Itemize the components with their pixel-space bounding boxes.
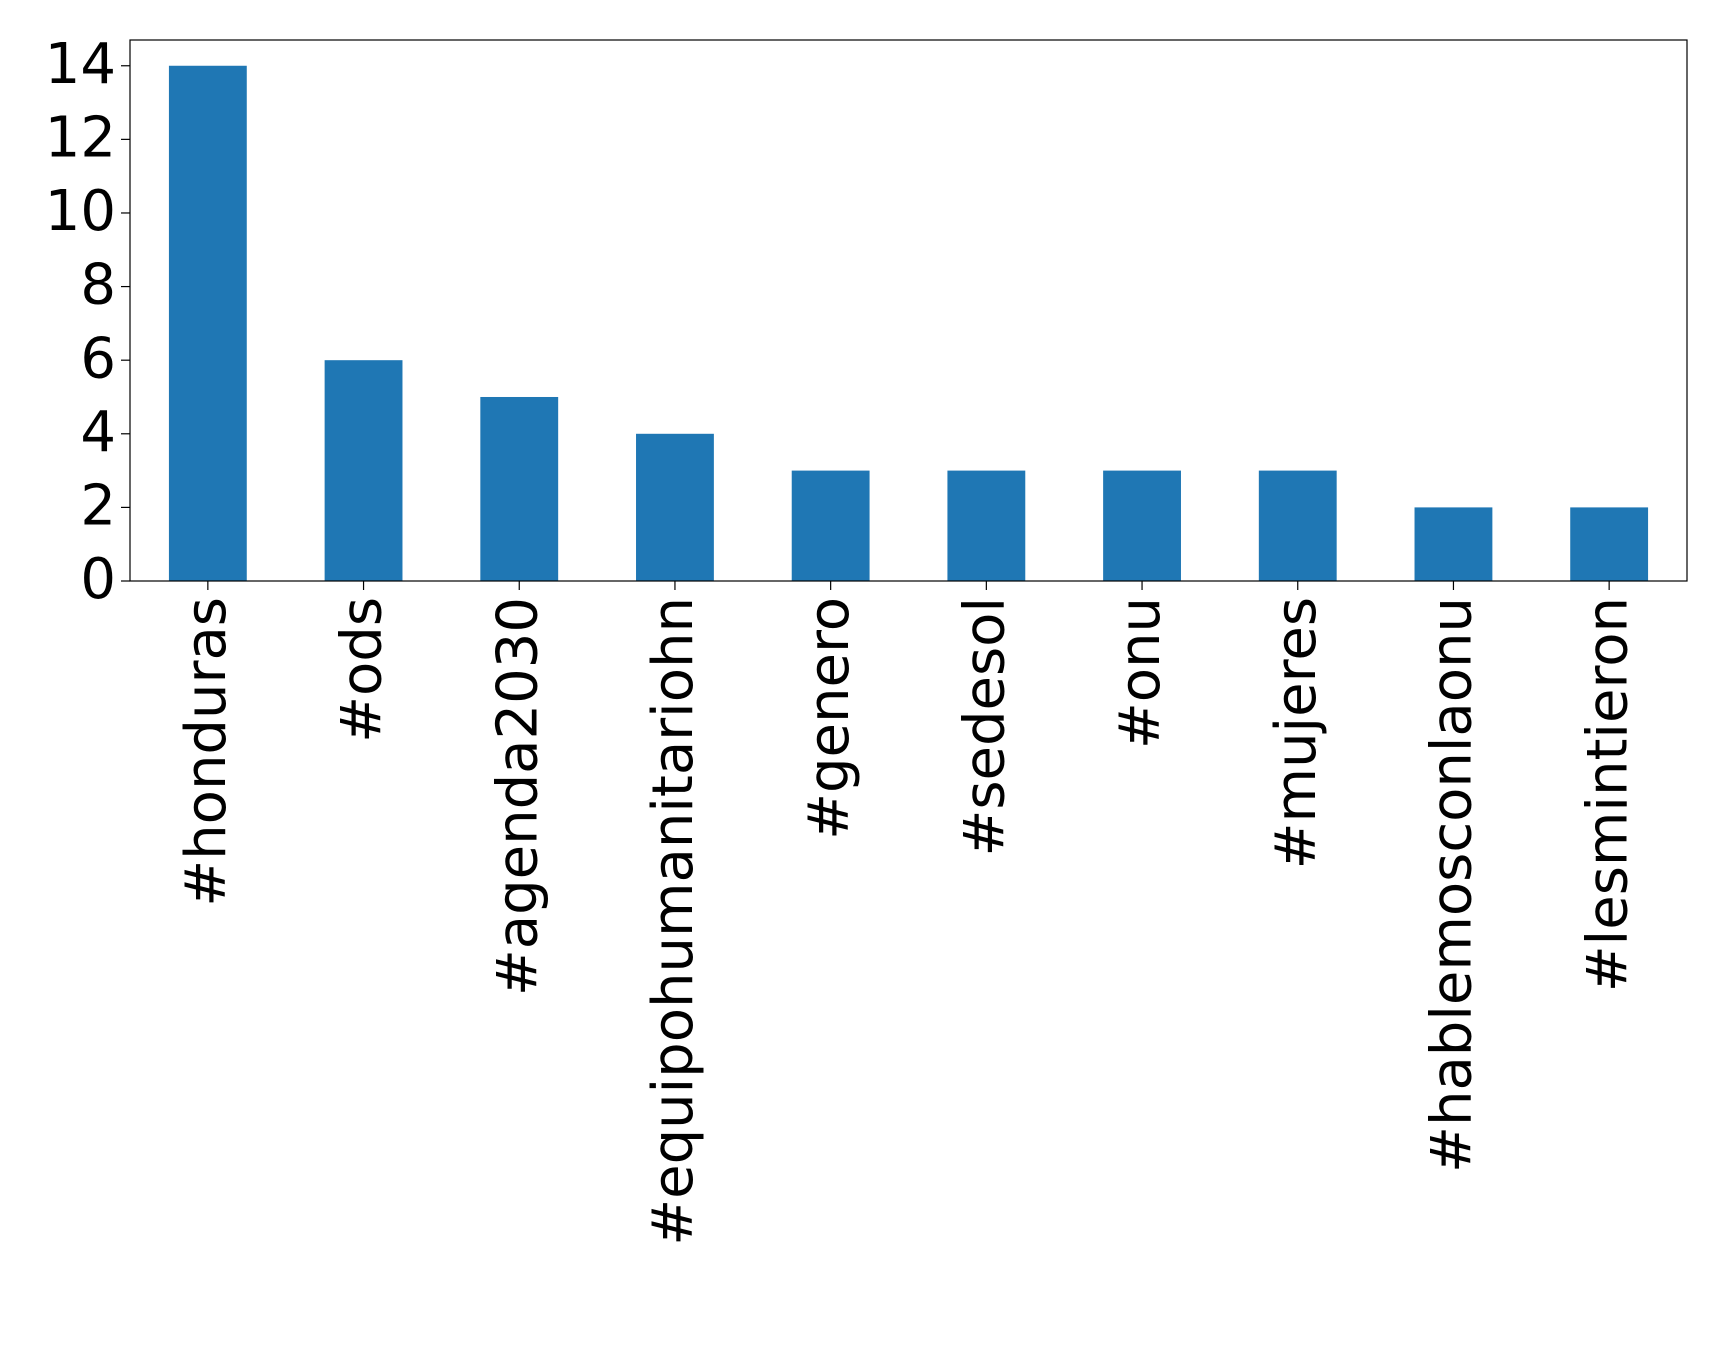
y-tick-label: 6: [80, 326, 116, 391]
bar: [1414, 507, 1493, 581]
bar: [1103, 470, 1181, 581]
x-tick-label: #honduras: [174, 597, 239, 907]
y-tick-label: 0: [80, 547, 116, 612]
x-tick-label: #ods: [330, 597, 395, 743]
bar: [480, 396, 559, 581]
x-tick-label: #onu: [1108, 597, 1173, 749]
x-tick-label: #sedesol: [952, 597, 1017, 857]
x-tick-label: #hablemosconlaonu: [1420, 597, 1485, 1173]
y-tick-label: 4: [80, 400, 116, 465]
bar: [1570, 507, 1649, 581]
x-tick-label: #equipohumanitariohn: [641, 597, 706, 1246]
bar: [636, 433, 714, 581]
plot-frame: [129, 39, 1688, 582]
x-tick-label: #lesmintieron: [1575, 597, 1640, 992]
bar: [947, 470, 1026, 581]
bar: [1258, 470, 1337, 581]
bar: [791, 470, 870, 581]
y-tick-label: 2: [80, 474, 116, 539]
x-tick-label: #genero: [797, 597, 862, 840]
y-tick-label: 10: [45, 179, 116, 244]
bar: [324, 360, 403, 581]
x-tick-label: #mujeres: [1264, 597, 1329, 869]
y-tick-label: 14: [45, 32, 116, 97]
y-tick-label: 12: [45, 106, 116, 171]
y-tick-label: 8: [80, 253, 116, 318]
x-tick-label: #agenda2030: [485, 597, 550, 996]
bar: [168, 65, 247, 581]
